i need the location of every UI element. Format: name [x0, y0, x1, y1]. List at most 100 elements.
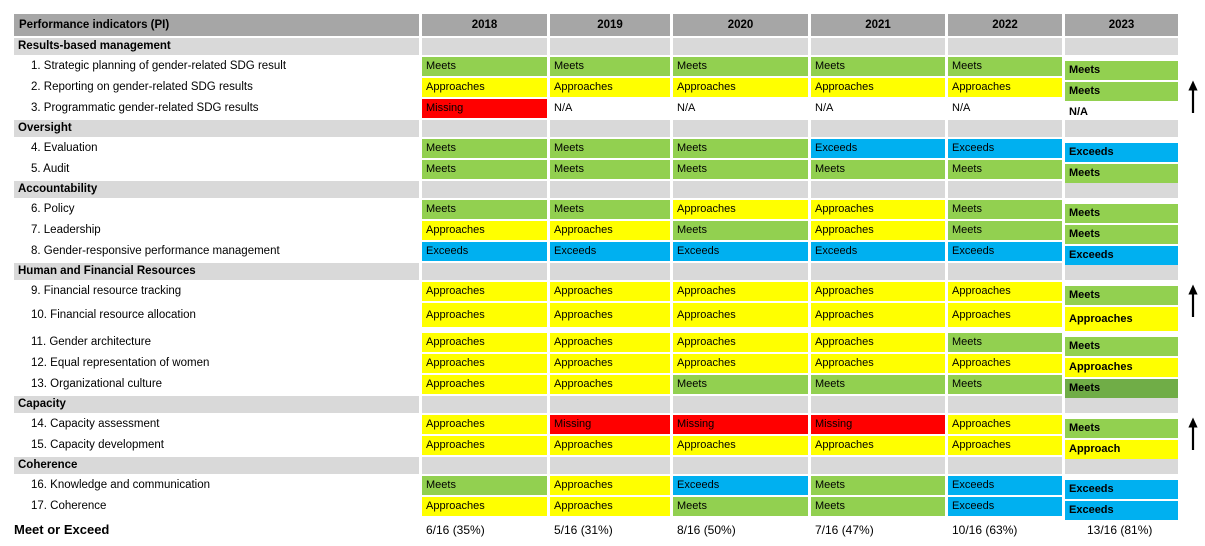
summary-value-2023: 13/16 (81%) [1087, 523, 1153, 537]
rating-cell-2020: Meets [673, 497, 808, 516]
section-fill-cell [811, 396, 945, 413]
rating-cell-2022: Meets [948, 200, 1062, 219]
section-fill-cell [811, 263, 945, 280]
arrow-cell [1181, 333, 1203, 352]
rating-cell-2021: Approaches [811, 221, 945, 240]
indicator-label: 6. Policy [31, 203, 75, 215]
rating-cell-2019: Exceeds [550, 242, 670, 261]
section-fill-cell [1065, 263, 1178, 280]
indicator-label: 10. Financial resource allocation [31, 309, 196, 321]
rating-cell-2022: Meets [948, 160, 1062, 179]
rating-cell-2022: Exceeds [948, 139, 1062, 158]
section-title: Capacity [14, 396, 419, 413]
section-fill-cell [673, 120, 808, 137]
section-fill-cell [550, 120, 670, 137]
indicator-label: 2. Reporting on gender-related SDG resul… [31, 81, 253, 93]
indicator-row: 8. Gender-responsive performance managem… [14, 242, 1205, 265]
indicator-row: 15. Capacity development Approaches Approa… [14, 436, 1205, 459]
rating-cell-2020: Meets [673, 221, 808, 240]
rating-cell-2020: Meets [673, 57, 808, 76]
rating-cell-2018: Approaches [422, 415, 547, 434]
section-fill-cell [948, 38, 1062, 55]
rating-cell-2020: Approaches [673, 303, 808, 327]
section-fill-cell [422, 38, 547, 55]
rating-cell-2021: Meets [811, 57, 945, 76]
rating-cell-2018: Approaches [422, 303, 547, 327]
indicator-row: 13. Organizational culture Approaches Appr… [14, 375, 1205, 398]
rating-cell-2021: Approaches [811, 354, 945, 373]
rating-cell-2019: Approaches [550, 354, 670, 373]
rating-cell-2018: Approaches [422, 375, 547, 394]
section-fill-cell [948, 457, 1062, 474]
rating-cell-2018: Approaches [422, 221, 547, 240]
arrow-column-spacer [1181, 457, 1203, 474]
rating-cell-2020: N/A [677, 102, 696, 114]
section-title: Accountability [14, 181, 419, 198]
year-header-2022: 2022 [948, 14, 1062, 36]
arrow-cell [1181, 221, 1203, 240]
table-header-row: Performance indicators (PI) 2018 2019 20… [14, 14, 1205, 36]
section-fill-cell [1065, 457, 1178, 474]
rating-cell-2022: Exceeds [948, 497, 1062, 516]
arrow-cell [1181, 497, 1203, 516]
rating-cell-2022: Exceeds [948, 242, 1062, 261]
rating-cell-2022: Approaches [948, 303, 1062, 327]
indicator-row: 7. Leadership Approaches Approaches Meets Ap… [14, 221, 1205, 244]
rating-cell-2019: Approaches [550, 78, 670, 97]
section-fill-cell [1065, 120, 1178, 137]
rating-cell-2018: Approaches [422, 497, 547, 516]
summary-value-2020: 8/16 (50%) [677, 523, 736, 537]
indicator-label: 15. Capacity development [31, 439, 164, 451]
rating-cell-2020: Approaches [673, 333, 808, 352]
rating-cell-2018: Approaches [422, 282, 547, 301]
arrow-column-spacer [1181, 181, 1203, 198]
rating-cell-2020: Meets [673, 160, 808, 179]
rating-cell-2018: Meets [422, 160, 547, 179]
section-fill-cell [673, 181, 808, 198]
section-fill-cell [422, 457, 547, 474]
rating-cell-2018: Missing [422, 99, 547, 118]
section-fill-cell [550, 457, 670, 474]
section-fill-cell [948, 263, 1062, 280]
section-title: Coherence [14, 457, 419, 474]
section-title: Oversight [14, 120, 419, 137]
section-fill-cell [811, 181, 945, 198]
rating-cell-2023: Exceeds [1065, 143, 1178, 162]
indicator-row: 6. Policy Meets Meets Approaches Approaches M… [14, 200, 1205, 223]
rating-cell-2021: Approaches [811, 333, 945, 352]
rating-cell-2023: N/A [1069, 106, 1088, 118]
rating-cell-2021: Approaches [811, 282, 945, 301]
indicator-label: 1. Strategic planning of gender-related … [31, 60, 287, 72]
rating-cell-2021: Approaches [811, 303, 945, 327]
section-fill-cell [1065, 181, 1178, 198]
summary-label: Meet or Exceed [14, 522, 110, 537]
section-fill-cell [550, 263, 670, 280]
section-fill-cell [673, 457, 808, 474]
indicator-row: 16. Knowledge and communication Meets Appr… [14, 476, 1205, 499]
rating-cell-2019: Approaches [550, 375, 670, 394]
rating-cell-2020: Exceeds [673, 476, 808, 495]
summary-value-2022: 10/16 (63%) [952, 523, 1018, 537]
trend-up-arrow-icon [1188, 80, 1198, 113]
rating-cell-2021: Approaches [811, 436, 945, 455]
rating-cell-2021: Approaches [811, 78, 945, 97]
rating-cell-2020: Approaches [673, 282, 808, 301]
section-fill-cell [422, 120, 547, 137]
rating-cell-2022: Approaches [948, 415, 1062, 434]
section-fill-cell [811, 457, 945, 474]
rating-cell-2023: Meets [1065, 337, 1178, 356]
rating-cell-2020: Missing [673, 415, 808, 434]
section-fill-cell [948, 396, 1062, 413]
indicator-row: 11. Gender architecture Approaches Approac… [14, 333, 1205, 356]
section-fill-cell [422, 396, 547, 413]
rating-cell-2023: Meets [1065, 164, 1178, 183]
rating-cell-2023: Meets [1065, 82, 1178, 101]
arrow-cell [1181, 139, 1203, 158]
rating-cell-2022: Approaches [948, 436, 1062, 455]
rating-cell-2018: Approaches [422, 436, 547, 455]
indicator-row: 12. Equal representation of women Approac… [14, 354, 1205, 377]
indicator-label: 16. Knowledge and communication [31, 479, 211, 491]
rating-cell-2022: Meets [948, 57, 1062, 76]
table-body: Results-based management 1. Strategic pla… [14, 38, 1205, 520]
rating-cell-2022: Approaches [948, 282, 1062, 301]
